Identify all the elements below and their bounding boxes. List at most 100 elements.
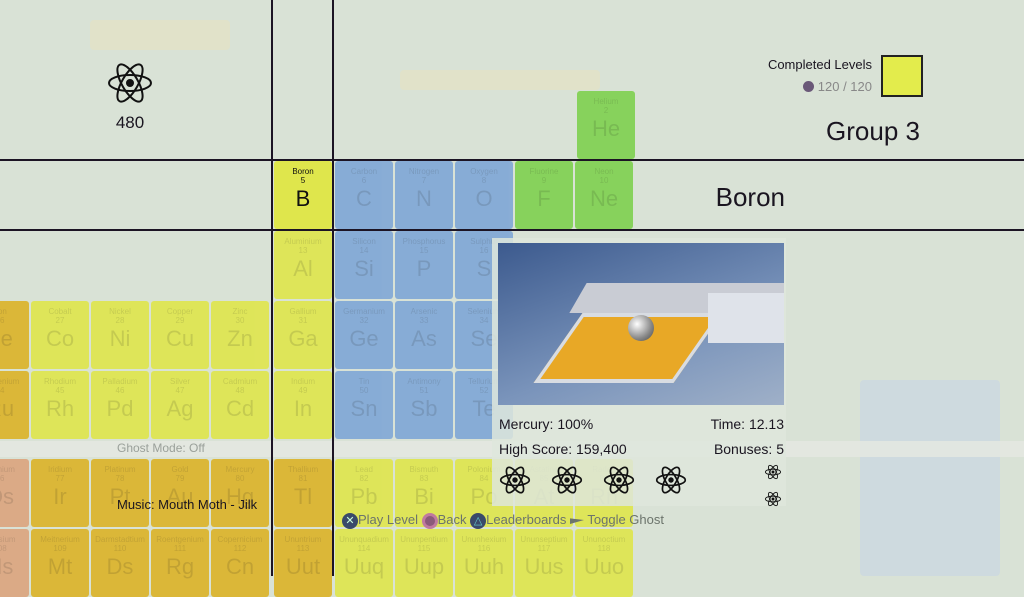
element-tile-ds[interactable]: Darmstadtium 110 Ds	[91, 529, 149, 597]
element-symbol: Pd	[106, 396, 134, 421]
element-tile-he[interactable]: Helium 2 He	[577, 91, 635, 159]
element-tile-in[interactable]: Indium 49 In	[274, 371, 332, 439]
element-tile-uuh[interactable]: Ununhexium 116 Uuh	[455, 529, 513, 597]
element-number: 30	[235, 316, 245, 325]
element-tile-n[interactable]: Nitrogen 7 N	[395, 161, 453, 229]
element-name: Iron	[0, 307, 7, 316]
element-tile-au[interactable]: Gold 79 Au	[151, 459, 209, 527]
element-tile-c[interactable]: Carbon 6 C	[335, 161, 393, 229]
element-name: Sulphur	[470, 237, 498, 246]
element-tile-pd[interactable]: Palladium 46 Pd	[91, 371, 149, 439]
element-symbol: Co	[45, 326, 75, 351]
element-name: Gallium	[289, 307, 317, 316]
element-tile-tl[interactable]: Thallium 81 Tl	[274, 459, 332, 527]
element-tile-fe[interactable]: Iron26Fe	[0, 301, 29, 369]
element-name: Polonium	[467, 465, 501, 474]
element-number: 116	[477, 544, 491, 553]
element-tile-uuo[interactable]: Ununoctium 118 Uuo	[575, 529, 633, 597]
element-name: Bismuth	[409, 465, 439, 474]
atom-count: 480	[115, 113, 145, 132]
element-tile-zn[interactable]: Zinc 30 Zn	[211, 301, 269, 369]
element-tile-cn[interactable]: Copernicium 112 Cn	[211, 529, 269, 597]
controls-bar: ✕ Play Level Back △ Leaderboards Toggle Gh…	[342, 512, 664, 529]
bonus-atom-icon	[764, 463, 782, 486]
element-tile-uuq[interactable]: Ununquadium 114 Uuq	[335, 529, 393, 597]
element-tile-co[interactable]: Cobalt 27 Co	[31, 301, 89, 369]
element-tile-mt[interactable]: Meitnerium 109 Mt	[31, 529, 89, 597]
element-name: Cadmium	[222, 377, 258, 386]
triangle-button-icon: △	[470, 512, 487, 529]
element-name: Silicon	[352, 237, 376, 246]
element-tile-f[interactable]: Fluorine 9 F	[515, 161, 573, 229]
element-number: 76	[0, 474, 5, 483]
element-name: Fluorine	[529, 167, 559, 176]
element-tile-ru[interactable]: Ruthenium44Ru	[0, 371, 29, 439]
element-tile-ir[interactable]: Iridium 77 Ir	[31, 459, 89, 527]
element-tile-cd[interactable]: Cadmium 48 Cd	[211, 371, 269, 439]
element-tile-uut[interactable]: Ununtrium 113 Uut	[274, 529, 332, 597]
element-number: 15	[419, 246, 429, 255]
element-tile-pb[interactable]: Lead 82 Pb	[335, 459, 393, 527]
element-symbol: Ds	[106, 554, 134, 579]
element-tile-ga[interactable]: Gallium 31 Ga	[274, 301, 332, 369]
element-number: 44	[0, 386, 5, 395]
element-name: Ununquadium	[339, 535, 389, 544]
element-number: 52	[479, 386, 489, 395]
leaderboards-button[interactable]: △ Leaderboards	[470, 512, 566, 529]
completed-count: 120 / 120	[817, 79, 872, 94]
element-tile-hs[interactable]: Hassium108Hs	[0, 529, 29, 597]
element-symbol: B	[295, 186, 311, 211]
element-tile-pt[interactable]: Platinum 78 Pt	[91, 459, 149, 527]
element-tile-ne[interactable]: Neon 10 Ne	[575, 161, 633, 229]
back-button[interactable]: Back	[421, 512, 467, 529]
element-number: 78	[115, 474, 125, 483]
element-symbol: Uuh	[463, 554, 505, 579]
element-tile-uus[interactable]: Ununseptium 117 Uus	[515, 529, 573, 597]
element-name: Carbon	[350, 167, 378, 176]
element-tile-hg[interactable]: Mercury 80 Hg	[211, 459, 269, 527]
element-tile-uup[interactable]: Ununpentium 115 Uup	[395, 529, 453, 597]
toggle-ghost-button[interactable]: Toggle Ghost	[570, 512, 664, 527]
element-number: 84	[479, 474, 489, 483]
element-tile-al[interactable]: Aluminium 13 Al	[274, 231, 332, 299]
element-tile-sn[interactable]: Tin 50 Sn	[335, 371, 393, 439]
element-name: Boron	[292, 167, 314, 176]
element-symbol: N	[416, 186, 432, 211]
element-symbol: Zn	[227, 326, 253, 351]
element-symbol: In	[293, 396, 313, 421]
atom-total: 480	[100, 58, 160, 133]
element-number: 29	[175, 316, 185, 325]
element-name: Palladium	[102, 377, 138, 386]
group-title: Group 3	[826, 116, 920, 146]
element-tile-as[interactable]: Arsenic 33 As	[395, 301, 453, 369]
element-tile-b[interactable]: Boron 5 B	[274, 161, 332, 229]
play-level-button[interactable]: ✕ Play Level	[342, 512, 418, 529]
element-tile-os[interactable]: Osmium76Os	[0, 459, 29, 527]
element-tile-ni[interactable]: Nickel 28 Ni	[91, 301, 149, 369]
element-tile-ge[interactable]: Germanium 32 Ge	[335, 301, 393, 369]
level-preview-panel: Mercury: 100% Time: 12.13 High Score: 15…	[492, 238, 786, 507]
element-tile-rg[interactable]: Roentgenium 111 Rg	[151, 529, 209, 597]
element-symbol: Ru	[0, 396, 15, 421]
element-name: Nickel	[109, 307, 131, 316]
element-name: Platinum	[104, 465, 136, 474]
element-tile-si[interactable]: Silicon 14 Si	[335, 231, 393, 299]
element-symbol: Ge	[349, 326, 379, 351]
element-number: 79	[175, 474, 185, 483]
element-tile-p[interactable]: Phosphorus 15 P	[395, 231, 453, 299]
element-number: 27	[55, 316, 65, 325]
element-name: Zinc	[232, 307, 248, 316]
element-number: 2	[603, 106, 609, 115]
element-number: 51	[419, 386, 429, 395]
element-tile-ag[interactable]: Silver 47 Ag	[151, 371, 209, 439]
element-name: Germanium	[343, 307, 385, 316]
element-symbol: Ir	[53, 484, 67, 509]
element-tile-rh[interactable]: Rhodium 45 Rh	[31, 371, 89, 439]
element-tile-cu[interactable]: Copper 29 Cu	[151, 301, 209, 369]
element-number: 10	[599, 176, 609, 185]
atom-icon	[550, 466, 584, 501]
element-tile-o[interactable]: Oxygen 8 O	[455, 161, 513, 229]
completed-levels-label: Completed Levels	[767, 57, 872, 72]
element-tile-sb[interactable]: Antimony 51 Sb	[395, 371, 453, 439]
element-symbol: Sb	[410, 396, 438, 421]
